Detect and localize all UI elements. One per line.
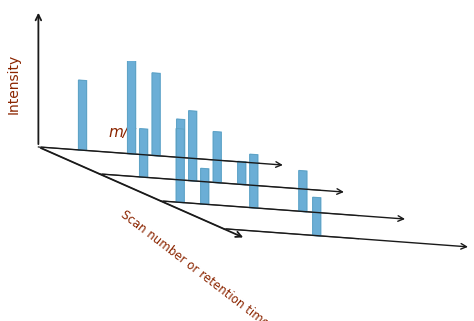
Polygon shape xyxy=(189,111,197,181)
Polygon shape xyxy=(79,80,87,151)
Polygon shape xyxy=(213,132,221,183)
Polygon shape xyxy=(177,119,184,158)
Text: m/z: m/z xyxy=(109,125,137,140)
Polygon shape xyxy=(238,161,246,185)
Polygon shape xyxy=(201,169,209,204)
Polygon shape xyxy=(313,197,321,236)
Polygon shape xyxy=(250,154,258,208)
Polygon shape xyxy=(411,215,419,243)
Text: Intensity: Intensity xyxy=(7,53,20,114)
Polygon shape xyxy=(299,170,307,212)
Polygon shape xyxy=(140,129,147,178)
Polygon shape xyxy=(176,128,184,203)
Polygon shape xyxy=(152,73,160,156)
Polygon shape xyxy=(128,46,136,154)
Text: Scan number or retention time: Scan number or retention time xyxy=(118,208,271,321)
